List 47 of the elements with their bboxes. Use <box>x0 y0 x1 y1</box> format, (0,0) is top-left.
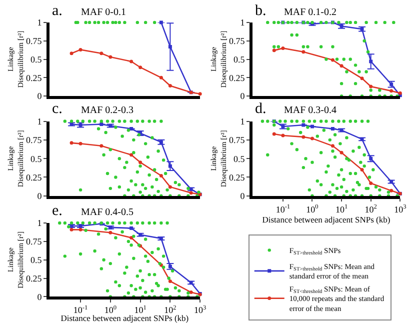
chart-subtitle: MAF 0-0.1 <box>81 7 126 18</box>
y-tick-label: 0 <box>240 191 246 202</box>
y-tick-label: 0 <box>37 191 42 202</box>
x-axis-title: Distance between adjacent SNPs (kb) <box>60 313 189 323</box>
y-tick-label: 0.25 <box>229 72 246 83</box>
x-tick-label: 10$^{2}$ <box>164 304 176 316</box>
chart-subtitle: MAF 0.1-0.2 <box>284 7 337 18</box>
x-axis-title: Distance between adjacent SNPs (kb) <box>262 214 390 224</box>
x-tick-label: 10$^{-1}$ <box>73 304 88 316</box>
chart-subtitle: MAF 0.3-0.4 <box>284 105 337 116</box>
x-tick-label: 10$^{1}$ <box>335 204 348 214</box>
y-tick-label: 0.25 <box>26 273 42 284</box>
y-tick-label: 0.25 <box>26 172 42 182</box>
y-tick-label: 0.75 <box>26 236 42 247</box>
x-tick-label: 10$^{0}$ <box>104 304 116 316</box>
y-tick-label: 0.5 <box>30 54 42 64</box>
y-tick-label: 0 <box>37 292 42 302</box>
y-tick-label: 0.5 <box>234 54 246 64</box>
y-tick-label: 0 <box>37 91 42 102</box>
y-tick-label: 0.25 <box>26 72 42 83</box>
y-tick-label: 0.75 <box>26 135 42 146</box>
y-tick-label: 0.5 <box>30 255 42 266</box>
chart-title: a. <box>52 3 62 19</box>
y-tick-label: 1 <box>37 18 42 28</box>
chart-subtitle: MAF 0.4-0.5 <box>81 207 134 218</box>
y-tick-label: 0 <box>240 91 246 102</box>
x-tick-label: 10$^{0}$ <box>306 204 318 214</box>
y-tick-label: 0.5 <box>30 154 42 164</box>
x-tick-label: 10$^{2}$ <box>364 204 377 214</box>
chart-title: e. <box>52 203 62 219</box>
x-tick-label: 10$^{3}$ <box>194 304 206 316</box>
y-tick-label: 0.75 <box>26 36 42 46</box>
y-tick-label: 1 <box>37 218 42 228</box>
y-tick-label: 0.75 <box>229 36 246 46</box>
x-tick-label: 10$^{3}$ <box>394 204 406 214</box>
y-tick-label: 0.75 <box>229 135 246 146</box>
chart-title: c. <box>52 101 62 117</box>
y-tick-label: 1 <box>240 18 245 28</box>
y-tick-label: 0.25 <box>229 172 246 182</box>
chart-title: d. <box>255 101 266 117</box>
y-tick-label: 1 <box>240 116 245 126</box>
y-tick-label: 1 <box>37 116 42 126</box>
x-tick-label: 10$^{1}$ <box>134 304 146 316</box>
y-tick-label: 0.5 <box>234 154 246 164</box>
x-tick-label: 10$^{-1}$ <box>276 204 290 214</box>
chart-subtitle: MAF 0.2-0.3 <box>81 105 134 116</box>
chart-title: b. <box>255 3 266 19</box>
